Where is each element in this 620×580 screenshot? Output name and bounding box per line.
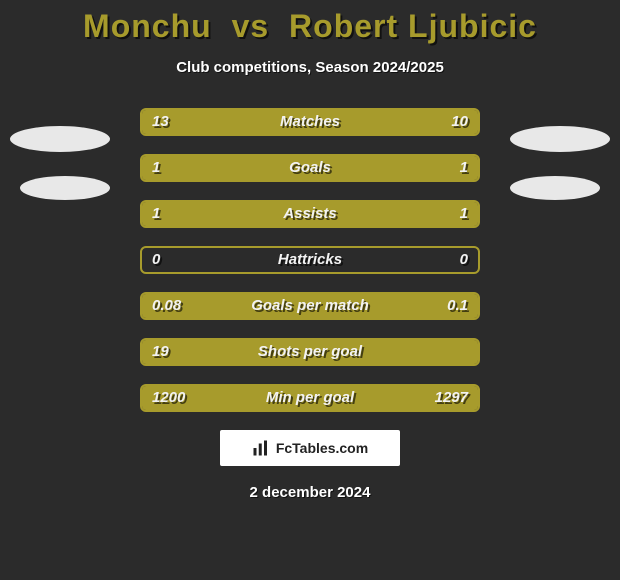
stat-label: Matches bbox=[140, 108, 480, 136]
stat-row: 1310Matches bbox=[0, 108, 620, 136]
chart-icon bbox=[252, 439, 270, 457]
player1-name: Monchu bbox=[83, 8, 212, 44]
comparison-title: Monchu vs Robert Ljubicic bbox=[0, 0, 620, 45]
attribution-badge: FcTables.com bbox=[220, 430, 400, 466]
stat-label: Shots per goal bbox=[140, 338, 480, 366]
stat-label: Goals bbox=[140, 154, 480, 182]
stat-row: 00Hattricks bbox=[0, 246, 620, 274]
stat-row: 12001297Min per goal bbox=[0, 384, 620, 412]
stat-row: 0.080.1Goals per match bbox=[0, 292, 620, 320]
stat-row: 19Shots per goal bbox=[0, 338, 620, 366]
stat-label: Min per goal bbox=[140, 384, 480, 412]
attribution-text: FcTables.com bbox=[276, 440, 368, 456]
stat-row: 11Assists bbox=[0, 200, 620, 228]
stat-label: Assists bbox=[140, 200, 480, 228]
vs-text: vs bbox=[232, 8, 270, 44]
stat-label: Hattricks bbox=[140, 246, 480, 274]
stats-bars-container: 1310Matches 11Goals 11Assists 00Hattricks 0.… bbox=[0, 108, 620, 412]
date-text: 2 december 2024 bbox=[0, 484, 620, 501]
player2-name: Robert Ljubicic bbox=[289, 8, 537, 44]
stat-row: 11Goals bbox=[0, 154, 620, 182]
stat-label: Goals per match bbox=[140, 292, 480, 320]
season-subtitle: Club competitions, Season 2024/2025 bbox=[0, 59, 620, 76]
